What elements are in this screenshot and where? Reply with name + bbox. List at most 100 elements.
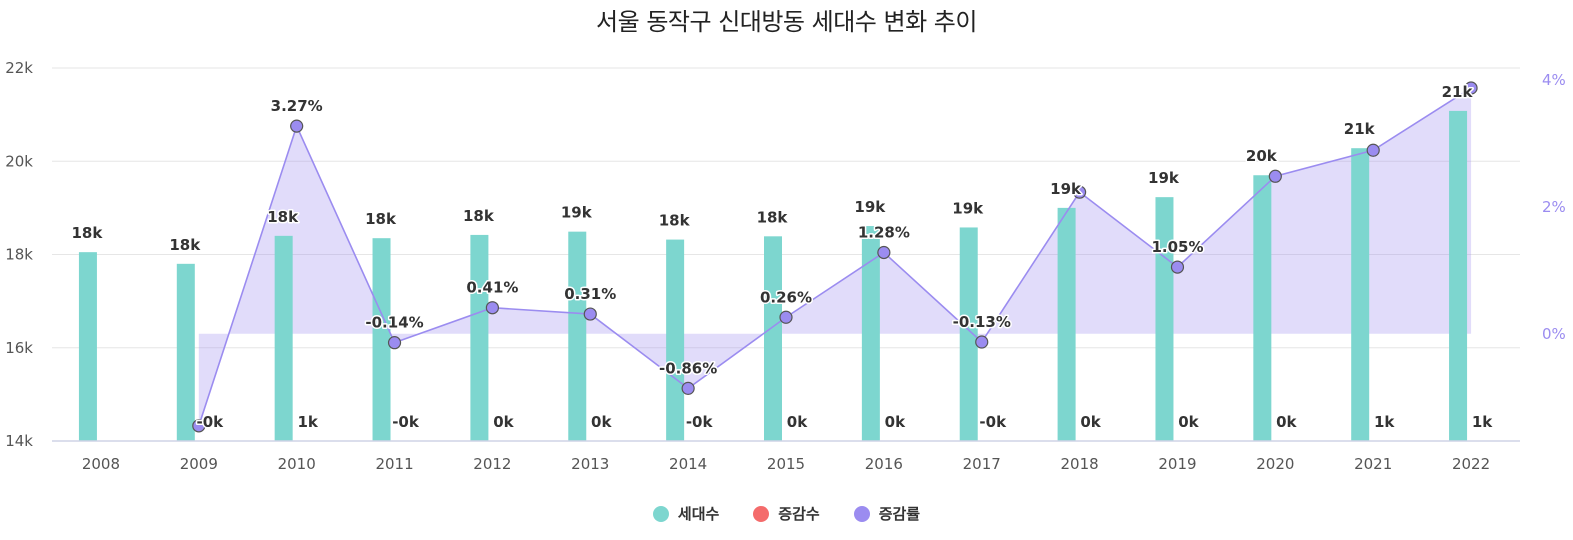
rate-point xyxy=(779,310,793,324)
rate-point xyxy=(681,381,695,395)
households-bar xyxy=(470,234,489,441)
households-value-label: 19k xyxy=(1050,180,1082,198)
rate-line-layer xyxy=(192,81,1478,433)
rate-point xyxy=(1464,81,1478,95)
rate-value-label: 0.31% xyxy=(564,285,616,303)
legend-label: 증감수 xyxy=(778,505,820,523)
households-bar xyxy=(176,263,195,441)
axis-layer: 14k 16k 18k 20k 22k 0% 2% 4% 2008 2009 2010 2011 201… xyxy=(5,59,1566,473)
chart-title: 서울 동작구 신대방동 세대수 변화 추이 xyxy=(596,8,977,36)
legend-marker xyxy=(753,505,770,522)
change-count-label: 0k xyxy=(493,413,514,431)
rate-point xyxy=(1268,169,1282,183)
households-value-label: 20k xyxy=(1246,147,1278,165)
rate-value-label: -0.13% xyxy=(953,313,1011,331)
rate-point xyxy=(877,245,891,260)
legend-item-change-count[interactable]: 증감수 xyxy=(753,503,820,524)
households-value-label: 21k xyxy=(1442,83,1474,101)
rate-point xyxy=(192,419,206,433)
x-tick-label: 2022 xyxy=(1452,455,1490,473)
x-tick-label: 2014 xyxy=(669,455,707,473)
x-tick-label: 2017 xyxy=(963,455,1001,473)
bar-layer xyxy=(78,110,1468,442)
rate-value-label: -0.86% xyxy=(659,359,717,377)
change-count-label: 0k xyxy=(885,413,906,431)
change-count-label: 1k xyxy=(1374,413,1395,431)
households-bar xyxy=(1057,207,1076,441)
households-value-label: 19k xyxy=(854,198,886,216)
y-tick-label: 16k xyxy=(5,339,33,357)
change-count-label: -0k xyxy=(686,413,714,431)
households-bar xyxy=(1253,175,1272,442)
rate-value-label: 3.27% xyxy=(271,97,323,115)
change-count-label: 0k xyxy=(1178,413,1199,431)
y-tick-label: 20k xyxy=(5,152,33,170)
change-count-label: -0k xyxy=(392,413,420,431)
rate-value-label: 1.05% xyxy=(1151,238,1203,256)
households-value-label: 19k xyxy=(561,204,593,222)
change-count-label: 0k xyxy=(1080,413,1101,431)
x-tick-label: 2009 xyxy=(180,455,218,473)
x-tick-label: 2010 xyxy=(278,455,316,473)
rate-area xyxy=(198,88,1472,426)
legend: 세대수 증감수 증감률 xyxy=(0,503,1573,524)
rate-value-label: 0.26% xyxy=(760,288,812,306)
rate-value-label: -0.14% xyxy=(365,314,423,332)
households-bar xyxy=(1155,197,1174,441)
households-value-label: 18k xyxy=(757,208,789,226)
households-value-label: 18k xyxy=(267,208,299,226)
legend-label: 세대수 xyxy=(677,505,720,523)
legend-marker xyxy=(853,505,870,522)
households-value-label: 18k xyxy=(72,224,104,242)
households-bar xyxy=(568,231,587,441)
households-bar xyxy=(78,252,97,441)
rate-point xyxy=(485,301,499,315)
households-value-label: 21k xyxy=(1344,120,1376,138)
change-count-label: -0k xyxy=(979,413,1007,431)
households-bar xyxy=(764,236,782,441)
households-bar xyxy=(372,238,391,441)
y-tick-label: 22k xyxy=(5,59,33,77)
households-value-label: 18k xyxy=(463,207,495,225)
rate-point xyxy=(290,119,304,133)
legend-item-households[interactable]: 세대수 xyxy=(652,503,720,524)
change-count-label: 0k xyxy=(591,413,612,431)
households-bar xyxy=(861,226,880,441)
x-tick-label: 2021 xyxy=(1354,455,1392,473)
y2-tick-label: 2% xyxy=(1542,198,1566,216)
rate-area-layer xyxy=(198,88,1472,426)
rate-point xyxy=(1366,143,1380,157)
grid-layer xyxy=(52,67,1520,349)
rate-point xyxy=(1170,260,1185,274)
y-tick-label: 18k xyxy=(5,246,33,264)
y2-tick-label: 0% xyxy=(1542,325,1566,343)
x-tick-label: 2016 xyxy=(865,455,903,473)
rate-line xyxy=(198,87,1472,427)
change-count-label: 0k xyxy=(1276,413,1297,431)
x-tick-label: 2011 xyxy=(375,455,413,473)
households-bar xyxy=(274,235,293,441)
legend-marker xyxy=(652,505,669,522)
rate-point xyxy=(583,307,597,321)
x-tick-label: 2020 xyxy=(1256,455,1294,473)
legend-item-change-rate[interactable]: 증감률 xyxy=(853,503,921,524)
rate-point xyxy=(975,335,989,349)
households-value-label: 19k xyxy=(952,199,984,217)
households-value-label: 18k xyxy=(659,212,691,230)
households-bar xyxy=(666,239,685,441)
change-count-label: 1k xyxy=(1472,413,1493,431)
households-value-label: 18k xyxy=(365,210,397,228)
rate-value-label: 0.41% xyxy=(466,279,518,297)
rate-point xyxy=(1072,185,1087,199)
x-tick-label: 2015 xyxy=(767,455,805,473)
change-count-label: 0k xyxy=(787,413,808,431)
households-bar xyxy=(1351,148,1370,441)
legend-label: 증감률 xyxy=(878,505,921,523)
change-count-label: 1k xyxy=(297,413,318,431)
y2-tick-label: 4% xyxy=(1542,71,1566,89)
rate-point xyxy=(387,336,402,350)
y-tick-label: 14k xyxy=(5,432,33,450)
x-tick-label: 2019 xyxy=(1158,455,1196,473)
households-value-label: 18k xyxy=(169,236,201,254)
